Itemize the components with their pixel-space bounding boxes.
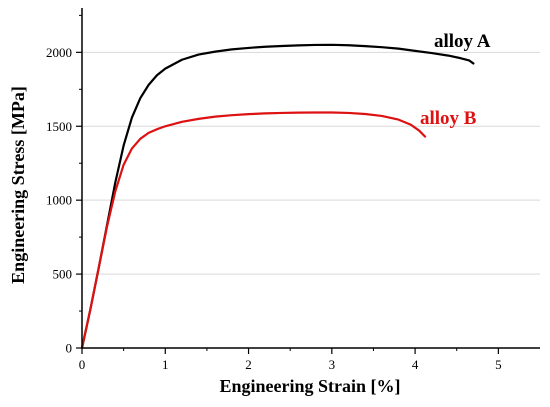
series-line-alloy-a bbox=[80, 43, 475, 350]
y-tick-label-500: 500 bbox=[53, 267, 73, 282]
y-tick-label-1000: 1000 bbox=[46, 193, 72, 208]
x-tick-label-4: 4 bbox=[412, 357, 419, 372]
x-tick-label-3: 3 bbox=[329, 357, 336, 372]
y-tick-label-1500: 1500 bbox=[46, 119, 72, 134]
y-tick-label-2000: 2000 bbox=[46, 45, 72, 60]
x-tick-label-1: 1 bbox=[162, 357, 169, 372]
x-axis-title: Engineering Strain [%] bbox=[219, 376, 400, 396]
alloy-a-label: alloy A bbox=[434, 31, 491, 52]
series-line-alloy-b bbox=[80, 111, 427, 350]
y-axis-title: Engineering Stress [MPa] bbox=[8, 86, 28, 284]
grid-layer bbox=[82, 51, 540, 275]
y-tick-label-0: 0 bbox=[66, 341, 73, 356]
x-tick-label-0: 0 bbox=[79, 357, 86, 372]
series-layer bbox=[80, 43, 475, 350]
axes-layer bbox=[81, 8, 540, 349]
alloy-b-label: alloy B bbox=[420, 108, 477, 129]
ticks-layer: 0 1 2 3 4 5 0 500 1000 1500 2000 bbox=[46, 14, 502, 372]
x-tick-label-2: 2 bbox=[245, 357, 252, 372]
x-tick-label-5: 5 bbox=[495, 357, 502, 372]
